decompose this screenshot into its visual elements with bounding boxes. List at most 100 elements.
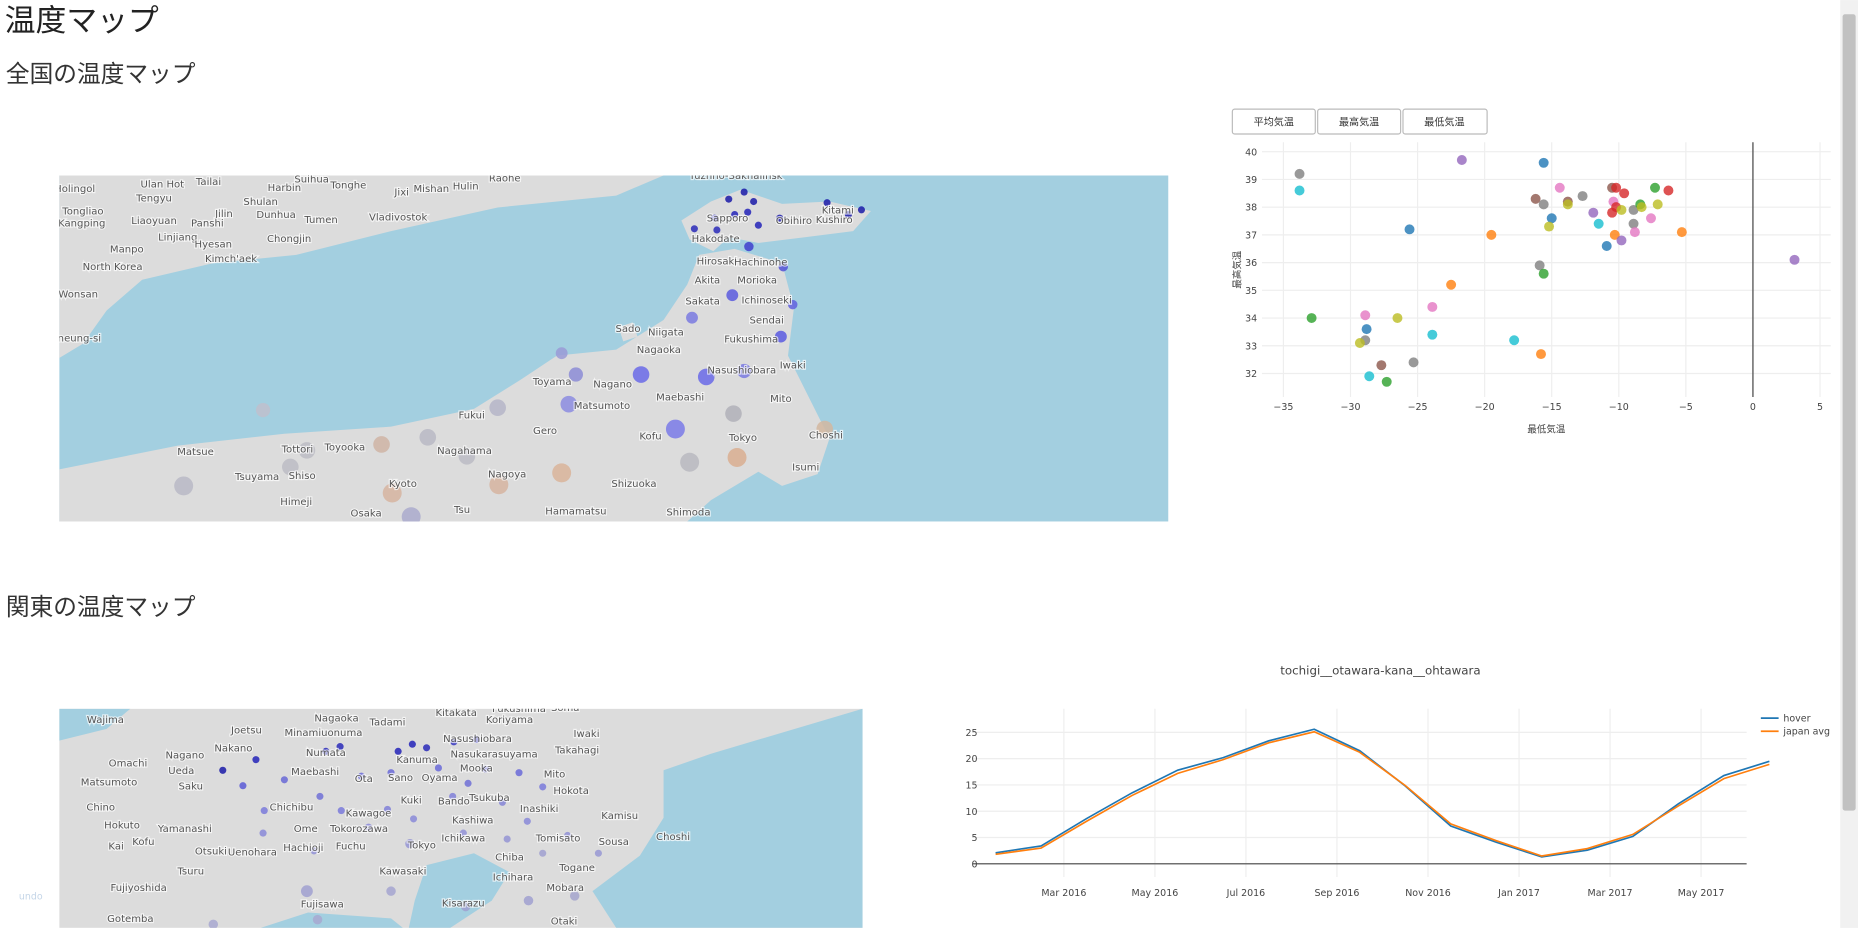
map-marker: [472, 735, 480, 744]
scatter-point: [1616, 235, 1627, 246]
y-tick-label: 20: [966, 754, 978, 765]
kanto-map[interactable]: Wajima Joetsu Nagaoka Tadami Kitakata Fukushi…: [59, 703, 863, 928]
map-place-label: Oyama: [422, 773, 458, 784]
map-place-label: Gotemba: [107, 914, 153, 925]
map-place-label: Tsuru: [176, 867, 204, 878]
map-place-label: Hulin: [453, 182, 479, 193]
y-tick-label: 35: [1245, 286, 1257, 297]
y-tick-label: 33: [1245, 341, 1257, 352]
undo-button[interactable]: undo: [19, 891, 43, 902]
y-tick-label: 39: [1245, 175, 1257, 186]
x-tick-label: May 2016: [1132, 888, 1179, 899]
map-marker: [408, 740, 416, 748]
map-marker: [744, 241, 754, 252]
map-place-label: Sakata: [685, 297, 719, 308]
map-place-label: Chino: [86, 803, 115, 814]
scatter-point: [1306, 313, 1317, 324]
button-label[interactable]: 平均気温: [1254, 116, 1294, 129]
x-tick-label: Mar 2016: [1041, 888, 1086, 899]
x-tick-label: −5: [1679, 402, 1693, 413]
x-tick-label: Jul 2016: [1226, 888, 1266, 899]
map-place-label: Choshi: [656, 832, 690, 843]
map-marker: [680, 452, 700, 472]
map-place-label: Nakano: [214, 743, 252, 754]
map-marker: [844, 211, 852, 219]
y-tick-label: 38: [1245, 203, 1257, 214]
button[interactable]: [1317, 108, 1402, 135]
scatter-point: [1652, 199, 1663, 210]
map-place-label: Fuchu: [336, 842, 366, 853]
map-place-label: Tumen: [303, 215, 337, 226]
scatter-point: [1427, 301, 1438, 312]
map-place-label: Tsukuba: [468, 793, 510, 804]
map-marker: [725, 405, 742, 422]
map-marker: [503, 835, 511, 843]
x-tick-label: −25: [1408, 402, 1428, 413]
scatter-point: [1538, 157, 1549, 168]
map-place-label: Fukushima: [492, 704, 546, 715]
map-marker: [555, 347, 568, 360]
map-marker: [523, 817, 531, 825]
button[interactable]: [1402, 108, 1488, 135]
y-axis-title: 最高気温: [1232, 250, 1244, 288]
map-marker: [539, 849, 547, 857]
map-place-label: Fukushima: [724, 335, 778, 346]
scatter-point: [1486, 229, 1497, 240]
scatter-point: [1427, 329, 1438, 340]
x-tick-label: Jan 2017: [1497, 888, 1540, 899]
scrollbar-thumb[interactable]: [1842, 14, 1856, 811]
map-place-label: Kofu: [639, 432, 661, 443]
map-marker: [564, 831, 572, 840]
map-place-label: Kashiwa: [452, 816, 493, 827]
scatter-point: [1408, 357, 1419, 368]
map-marker: [778, 261, 788, 272]
map-marker: [373, 436, 390, 453]
map-place-label: Jilin: [214, 209, 233, 220]
scatter-point: [1546, 213, 1557, 224]
map-marker: [255, 402, 271, 418]
map-marker: [750, 197, 758, 206]
x-tick-label: −20: [1475, 402, 1495, 413]
map-marker: [434, 764, 442, 772]
scatter-point: [1650, 182, 1660, 193]
scatter-point: [1294, 168, 1305, 179]
map-place-label: Mito: [770, 394, 792, 405]
map-place-label: Tengyu: [135, 194, 172, 205]
button[interactable]: [1231, 108, 1316, 135]
scatter-point: [1554, 182, 1565, 193]
map-place-label: Tokyo: [407, 841, 436, 852]
map-place-label: Hachinohe: [734, 258, 788, 269]
scatter-point: [1636, 202, 1647, 213]
map-marker: [419, 429, 437, 446]
scatter-point: [1601, 240, 1612, 251]
map-marker: [632, 366, 650, 383]
map-place-label: Akita: [695, 275, 721, 286]
map-place-label: Tokorozawa: [329, 824, 388, 835]
map-marker: [787, 299, 798, 310]
map-place-label: Jixi: [393, 188, 409, 199]
map-place-label: Kamisu: [601, 811, 638, 822]
map-place-label: Takahagi: [554, 746, 599, 757]
map-place-label: Chongjin: [267, 234, 311, 245]
chart-title: tochigi__otawara-kana__ohtawara: [1280, 663, 1480, 677]
line-chart: tochigi__otawara-kana__ohtawara 0 5 10 15 20 2…: [966, 663, 1831, 899]
map-marker: [364, 823, 373, 831]
map-marker: [737, 363, 752, 379]
scatter-point: [1544, 221, 1555, 232]
scatter-point: [1611, 182, 1622, 193]
button-label[interactable]: 最高気温: [1339, 116, 1379, 129]
map-place-label: Nasushiobara: [707, 365, 776, 376]
map-place-label: Ome: [294, 824, 318, 835]
map-marker: [594, 849, 602, 857]
map-marker: [710, 214, 719, 222]
scatter-point: [1646, 213, 1656, 224]
map-place-label: Tailai: [195, 177, 221, 188]
map-place-label: Matsumoto: [81, 778, 137, 789]
button-label[interactable]: 最低気温: [1424, 116, 1464, 129]
map-marker: [460, 901, 471, 912]
map-place-label: Soma: [551, 703, 580, 714]
map-place-label: Kuki: [401, 795, 422, 806]
map-place-label: Gero: [533, 426, 557, 437]
